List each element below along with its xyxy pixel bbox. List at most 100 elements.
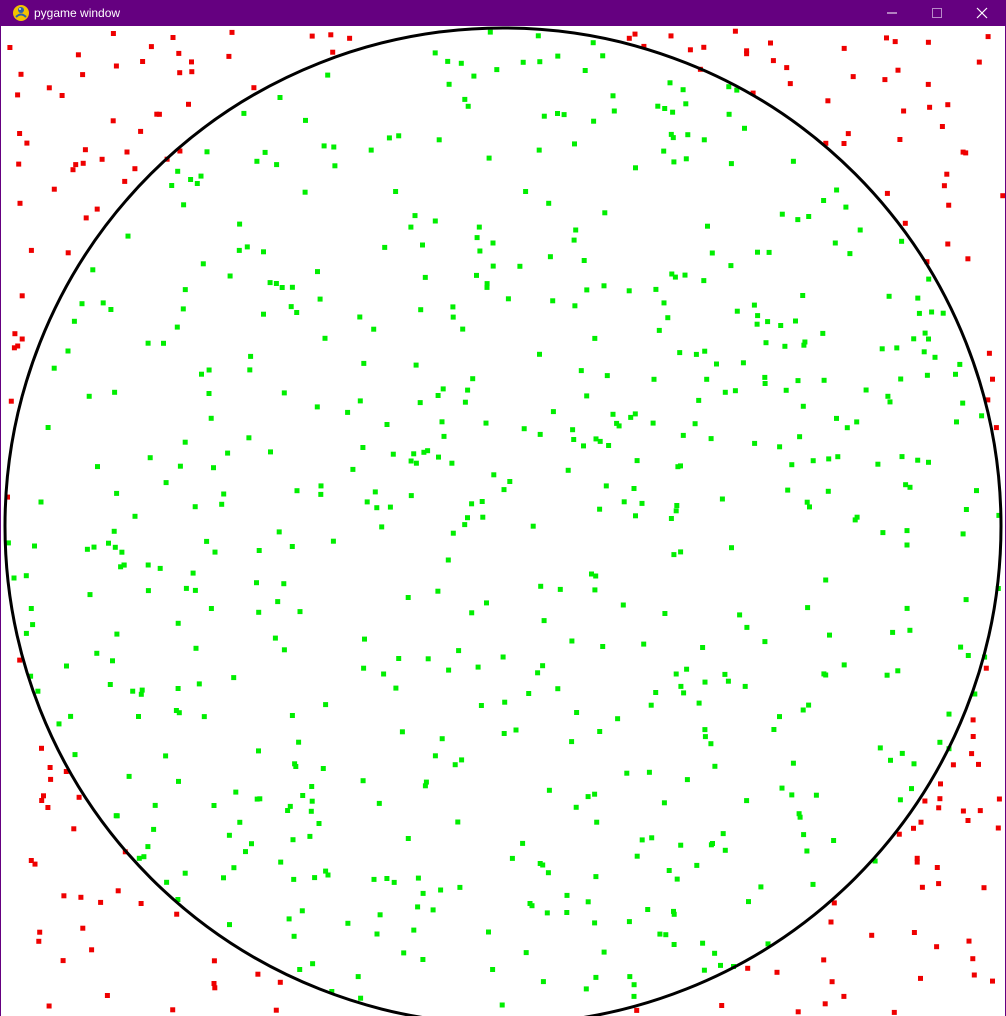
inside-point: [332, 163, 337, 168]
outside-point: [885, 191, 890, 196]
inside-point: [32, 544, 37, 549]
inside-point: [957, 362, 962, 367]
outside-point: [310, 34, 315, 39]
inside-point: [369, 148, 374, 153]
simulation-canvas[interactable]: [1, 26, 1005, 1016]
inside-point: [396, 656, 401, 661]
inside-point: [282, 647, 287, 652]
inside-point: [373, 489, 378, 494]
inside-point: [477, 225, 482, 230]
title-bar[interactable]: pygame window: [0, 0, 1006, 26]
inside-point: [292, 761, 297, 766]
inside-point: [574, 805, 579, 810]
inside-point: [885, 673, 890, 678]
inside-point: [127, 774, 132, 779]
inside-point: [94, 651, 99, 656]
inside-point: [108, 307, 113, 312]
inside-point: [164, 880, 169, 885]
inside-point: [445, 59, 450, 64]
outside-point: [969, 751, 974, 756]
inside-point: [358, 996, 363, 1001]
inside-point: [806, 703, 811, 708]
inside-point: [592, 336, 597, 341]
inside-point: [678, 843, 683, 848]
inside-point: [502, 731, 507, 736]
inside-point: [280, 285, 285, 290]
inside-point: [785, 488, 790, 493]
inside-point: [693, 421, 698, 426]
inside-point: [406, 595, 411, 600]
inside-point: [777, 444, 782, 449]
inside-point: [126, 234, 131, 239]
inside-point: [361, 778, 366, 783]
inside-point: [256, 610, 261, 615]
outside-point: [893, 39, 898, 44]
inside-point: [275, 599, 280, 604]
inside-point: [35, 689, 40, 694]
inside-point: [903, 482, 908, 487]
maximize-button[interactable]: [914, 0, 959, 26]
inside-point: [300, 908, 305, 913]
inside-point: [479, 703, 484, 708]
inside-point: [833, 241, 838, 246]
inside-point: [401, 950, 406, 955]
minimize-button[interactable]: [869, 0, 914, 26]
inside-point: [964, 597, 969, 602]
inside-point: [381, 672, 386, 677]
inside-point: [175, 169, 180, 174]
inside-point: [929, 310, 934, 315]
outside-point: [230, 30, 235, 35]
inside-point: [811, 882, 816, 887]
inside-point: [611, 93, 616, 98]
inside-point: [622, 499, 627, 504]
inside-point: [88, 592, 93, 597]
inside-point: [501, 655, 506, 660]
inside-point: [669, 132, 674, 137]
inside-point: [393, 686, 398, 691]
inside-point: [640, 837, 645, 842]
outside-point: [76, 52, 81, 57]
inside-point: [564, 910, 569, 915]
inside-point: [672, 912, 677, 917]
inside-point: [278, 95, 283, 100]
inside-point: [880, 530, 885, 535]
inside-point: [409, 493, 414, 498]
outside-point: [176, 51, 181, 56]
outside-point: [987, 351, 992, 356]
inside-point: [923, 331, 928, 336]
inside-point: [463, 400, 468, 405]
outside-point: [111, 31, 116, 36]
outside-point: [33, 862, 38, 867]
inside-point: [558, 587, 563, 592]
outside-point: [935, 865, 940, 870]
outside-point: [825, 98, 830, 103]
inside-point: [178, 464, 183, 469]
outside-point: [132, 166, 137, 171]
inside-point: [635, 854, 640, 859]
inside-point: [667, 868, 672, 873]
inside-point: [112, 529, 117, 534]
inside-point: [425, 448, 430, 453]
inside-point: [592, 587, 597, 592]
inside-point: [764, 340, 769, 345]
inside-point: [958, 645, 963, 650]
boundary-circle: [5, 28, 1001, 1016]
inside-point: [209, 416, 214, 421]
inside-point: [762, 639, 767, 644]
close-button[interactable]: [959, 0, 1004, 26]
inside-point: [393, 189, 398, 194]
inside-point: [853, 517, 858, 522]
inside-point: [602, 210, 607, 215]
inside-point: [802, 340, 807, 345]
inside-point: [746, 899, 751, 904]
inside-point: [122, 563, 127, 568]
outside-point: [95, 207, 100, 212]
inside-point: [614, 421, 619, 426]
inside-point: [290, 285, 295, 290]
outside-point: [20, 293, 25, 298]
inside-point: [248, 354, 253, 359]
inside-point: [593, 574, 598, 579]
inside-point: [475, 235, 480, 240]
outside-point: [89, 947, 94, 952]
outside-point: [60, 93, 65, 98]
